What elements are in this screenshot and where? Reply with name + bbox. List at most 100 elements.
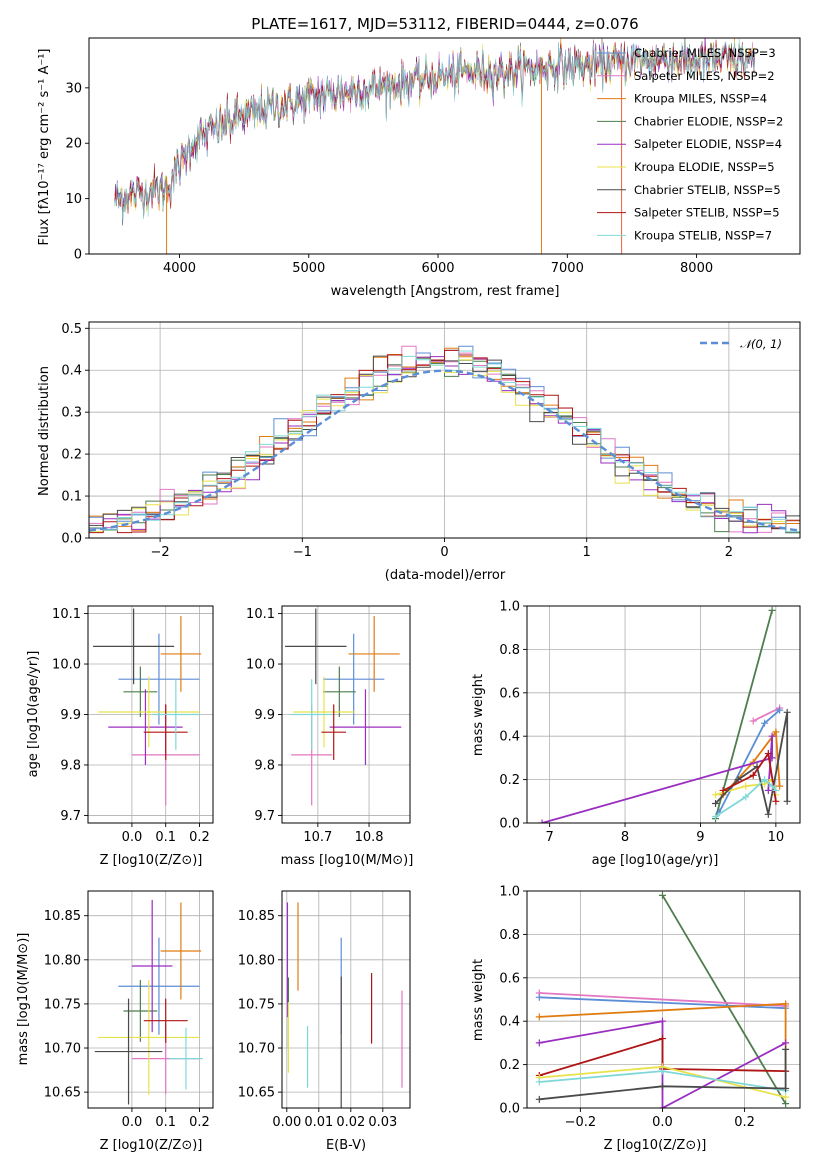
y-tick-label: 10.80 [44,953,81,968]
mass-vs-Z-panel: Z [log10(Z/Z⊙)] mass [log10(M/M⊙)] 0.0 0.… [16,890,214,1153]
weight-marker-salpeter_miles [749,717,757,725]
spectrum-line-kroupa_stelib [114,38,756,220]
weight-line-salpeter_miles [539,992,786,1007]
y-tick-label: 0.0 [499,1102,520,1117]
y-tick-label: 9.9 [254,708,275,723]
spectrum-panel: PLATE=1617, MJD=53112, FIBERID=0444, z=0… [37,15,801,299]
legend-entry-salpeter_elodie: Salpeter ELODIE, NSSP=4 [634,137,782,151]
y-tick-label: 10.85 [44,909,81,924]
y-tick-label: 0.0 [61,532,82,547]
axes-frame [87,890,214,1109]
weight-marker-chabrier_elodie [658,891,666,899]
y-tick-label: 20 [65,137,82,152]
y-tick-label: 10.65 [238,1086,275,1101]
x-tick-label: −2 [151,545,170,560]
axes-frame [526,605,801,824]
weight-marker-salpeter_stelib [658,1035,666,1043]
y-tick-label: 9.9 [60,708,81,723]
x-tick-label: 0.00 [272,1115,301,1130]
spectrum-title: PLATE=1617, MJD=53112, FIBERID=0444, z=0… [251,15,638,33]
axes-frame [281,605,411,824]
axes-frame [88,37,801,255]
x-tick-label: 0.0 [122,830,143,845]
age-vs-mass-panel: mass [log10(M/M⊙)] 10.7 10.8 9.7 9.8 9.9 10.0… [246,605,413,868]
weights-age-xlabel: age [log10(age/yr)] [592,853,719,868]
y-tick-label: 9.8 [60,758,81,773]
spectrum-ylabel: Flux [fλ10⁻¹⁷ erg cm⁻² s⁻¹ A⁻¹] [37,49,52,246]
y-tick-label: 0.3 [61,406,82,421]
x-tick-label: 0.1 [155,1115,176,1130]
weight-marker-kroupa_elodie [782,1093,790,1101]
x-tick-label: 0.2 [189,1115,210,1130]
plot-area [94,899,203,1105]
weight-marker-salpeter_elodie [538,819,546,823]
normal-curve [89,369,800,532]
y-tick-label: 0.2 [61,448,82,463]
y-tick-label: 10.70 [238,1042,275,1057]
x-tick-label: 2 [725,545,733,560]
y-tick-label: 0.4 [499,1015,520,1030]
x-tick-label: −1 [293,545,312,560]
mass-Z-ylabel: mass [log10(M/M⊙)] [16,933,31,1066]
plot-area [286,902,403,1108]
x-tick-label: 5000 [292,261,325,276]
axes-frame [281,890,411,1109]
plot-area [89,345,800,534]
weight-marker-kroupa_stelib [535,1078,543,1086]
y-tick-label: 1.0 [499,885,520,900]
x-tick-label: 1 [583,545,591,560]
age-Z-xlabel: Z [log10(Z/Z⊙)] [100,853,203,868]
weight-line-chabrier_elodie [714,610,773,819]
age-vs-Z-panel: Z [log10(Z/Z⊙)] age [log10(age/yr)] 0.0 0… [26,605,214,868]
spectrum-xlabel: wavelength [Angstrom, rest frame] [331,284,560,299]
axes-frame [526,890,801,1109]
weight-line-chabrier_stelib [539,1049,787,1101]
weight-marker-salpeter_elodie [764,786,772,794]
x-tick-label: 0.2 [734,1115,755,1130]
x-tick-label: 0.01 [304,1115,333,1130]
weight-marker-chabrier_stelib [535,1095,543,1103]
legend-entry-salpeter_stelib: Salpeter STELIB, NSSP=5 [634,206,780,220]
x-tick-label: −0.2 [565,1115,597,1130]
weight-marker-chabrier_stelib [783,708,791,716]
weights-Z-ylabel: mass weight [471,959,486,1041]
x-tick-label: 0.1 [155,830,176,845]
y-tick-label: 9.7 [254,809,275,824]
weight-marker-kroupa_stelib [742,793,750,801]
y-tick-label: 0 [74,248,82,263]
weight-marker-salpeter_elodie [535,1039,543,1047]
x-tick-label: 10.8 [355,830,384,845]
y-tick-label: 10 [65,192,82,207]
weight-marker-salpeter_stelib [772,797,780,805]
y-tick-label: 0.6 [499,971,520,986]
plot-area [93,608,202,806]
weight-marker-kroupa_miles [535,1013,543,1021]
x-tick-label: 0.0 [652,1115,673,1130]
y-tick-label: 0.1 [61,490,82,505]
y-tick-label: 10.75 [238,997,275,1012]
weights-age-ylabel: mass weight [471,674,486,756]
weight-marker-kroupa_miles [782,1000,790,1008]
weight-marker-chabrier_stelib [712,799,720,807]
weight-marker-kroupa_miles [776,782,784,790]
histogram-salpeter_stelib [89,349,800,534]
weight-line-salpeter_stelib [539,1037,786,1077]
weight-marker-salpeter_elodie [768,732,776,740]
x-tick-label: 4000 [163,261,196,276]
weight-marker-chabrier_stelib [783,797,791,805]
y-tick-label: 0.8 [499,928,520,943]
weight-marker-chabrier_stelib [782,1084,790,1092]
weight-marker-kroupa_stelib [761,776,769,784]
x-tick-label: 0.03 [368,1115,397,1130]
legend-entry-normal: 𝒩(0, 1) [740,337,782,351]
mass-vs-ebv-panel: E(B-V) 0.00 0.01 0.02 0.03 10.65 10.70 10.75 10… [238,890,411,1153]
y-tick-label: 10.0 [246,658,275,673]
mass-ebv-xlabel: E(B-V) [326,1138,366,1153]
x-tick-label: 8000 [680,261,713,276]
y-tick-label: 10.65 [44,1086,81,1101]
weight-marker-chabrier_miles [776,706,784,714]
weight-marker-salpeter_elodie [782,1039,790,1047]
weight-marker-chabrier_elodie [782,1100,790,1108]
weight-marker-chabrier_miles [535,993,543,1001]
